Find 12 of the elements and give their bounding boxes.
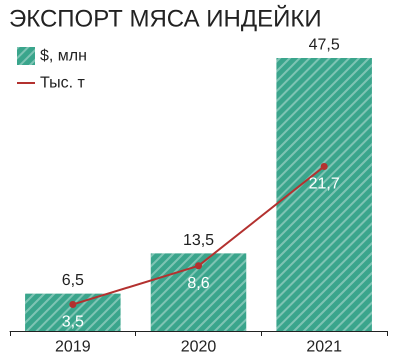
x-tick-label: 2019 <box>55 338 91 356</box>
data-label: 8,6 <box>187 274 210 292</box>
x-tick-label: 2021 <box>306 338 342 356</box>
legend-label: Тыс. т <box>40 74 86 92</box>
chart-title: ЭКСПОРТ МЯСА ИНДЕЙКИ <box>9 4 322 32</box>
data-label: 6,5 <box>62 272 84 290</box>
x-tick-label: 2020 <box>180 338 216 356</box>
data-label: 47,5 <box>308 36 340 54</box>
legend-label: $, млн <box>40 48 87 64</box>
data-label: 3,5 <box>62 313 84 330</box>
data-label: 21,7 <box>308 175 340 192</box>
data-label: 13,5 <box>182 232 214 249</box>
